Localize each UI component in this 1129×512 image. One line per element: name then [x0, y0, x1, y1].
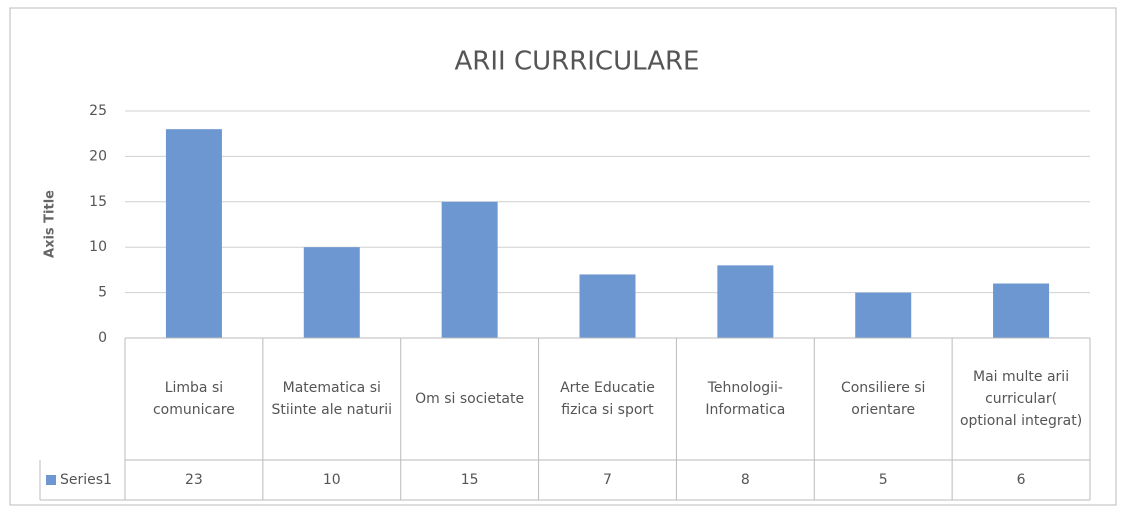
bar — [441, 201, 498, 338]
table-value: 7 — [603, 472, 612, 488]
bar — [303, 247, 360, 338]
category-label: Om si societate — [415, 391, 525, 407]
table-value: 6 — [1016, 472, 1026, 488]
legend-label: Series1 — [60, 472, 112, 488]
chart-title: ARII CURRICULARE — [455, 47, 700, 77]
table-value: 15 — [460, 472, 479, 488]
y-tick-label: 0 — [98, 330, 107, 346]
table-value: 23 — [185, 472, 203, 488]
y-tick-label: 25 — [89, 103, 107, 119]
bar — [855, 292, 912, 338]
category-label: Consiliere si orientare — [840, 380, 926, 418]
bar — [579, 274, 636, 338]
category-label: Arte Educatie fizica si sport — [560, 380, 655, 418]
y-tick-label: 5 — [98, 285, 107, 301]
y-axis-title: Axis Title — [43, 190, 58, 258]
table-value: 10 — [322, 472, 341, 488]
table-value: 5 — [878, 472, 888, 488]
y-tick-label: 15 — [89, 194, 107, 210]
category-label: Limba si comunicare — [152, 380, 235, 418]
category-label: Tehnologii-Informatica — [705, 380, 786, 418]
legend-key — [46, 475, 56, 485]
table-value: 8 — [740, 472, 750, 488]
bar — [165, 129, 222, 338]
y-tick-label: 10 — [89, 239, 107, 255]
category-label: Mai multe arii curricular( optional inte… — [959, 369, 1083, 429]
y-tick-label: 20 — [89, 148, 107, 164]
category-label: Matematica si Stiinte ale naturii — [271, 380, 392, 418]
bar — [993, 283, 1050, 338]
bar — [717, 265, 774, 338]
